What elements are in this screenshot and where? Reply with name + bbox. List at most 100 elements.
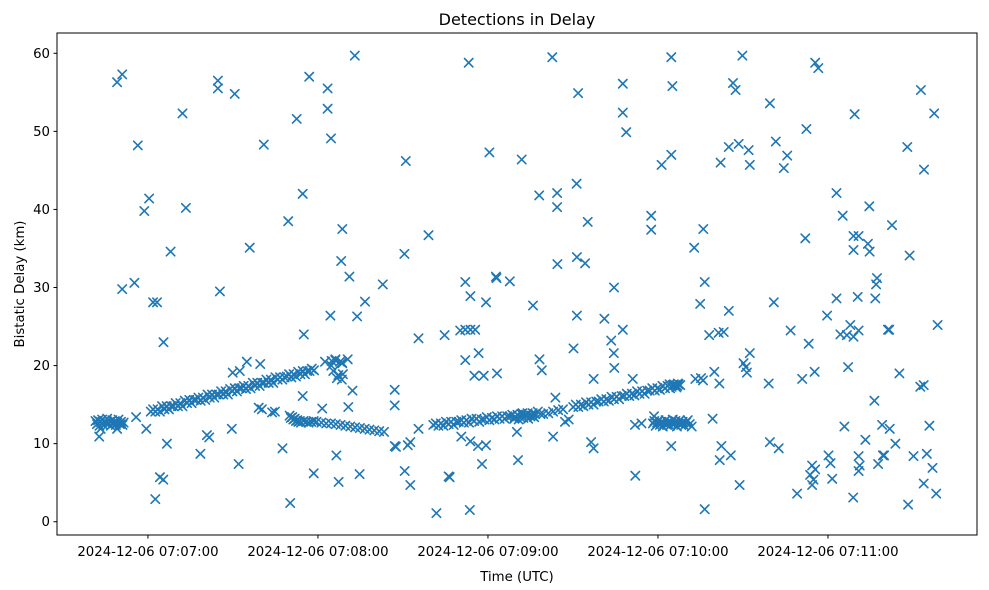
- y-tick-label: 50: [33, 125, 50, 140]
- data-point-marker: [768, 297, 779, 308]
- data-point-marker: [241, 356, 252, 367]
- data-point-marker: [918, 380, 929, 391]
- data-point-marker: [921, 448, 932, 459]
- data-point-marker: [344, 271, 355, 282]
- data-point-marker: [326, 133, 336, 144]
- data-point-marker: [571, 252, 582, 263]
- data-point-marker: [744, 348, 755, 359]
- data-point-marker: [132, 140, 143, 151]
- data-point-marker: [609, 362, 620, 373]
- y-tick-label: 10: [33, 437, 50, 452]
- data-point-marker: [884, 324, 895, 335]
- data-point-marker: [853, 466, 864, 476]
- plot-area-border: [56, 32, 978, 536]
- data-point-marker: [877, 419, 888, 430]
- data-point-marker: [255, 359, 266, 369]
- data-point-marker: [698, 224, 709, 234]
- data-point-marker: [229, 88, 240, 99]
- data-point-marker: [285, 498, 296, 508]
- data-point-marker: [291, 113, 302, 124]
- data-point-marker: [734, 480, 745, 490]
- data-point-marker: [803, 338, 814, 349]
- data-point-marker: [617, 107, 628, 118]
- data-point-marker: [839, 421, 850, 432]
- data-point-marker: [606, 335, 617, 346]
- data-point-marker: [709, 366, 720, 377]
- data-point-marker: [469, 370, 480, 381]
- data-point-marker: [473, 348, 484, 359]
- x-axis-label: Time (UTC): [479, 570, 554, 585]
- data-point-marker: [664, 379, 675, 390]
- data-point-marker: [586, 437, 597, 448]
- data-point-marker: [177, 108, 188, 119]
- data-point-marker: [513, 455, 523, 466]
- data-point-marker: [741, 367, 752, 378]
- data-point-marker: [848, 492, 859, 503]
- data-point-marker: [534, 190, 545, 201]
- data-point-marker: [716, 441, 727, 451]
- data-point-marker: [233, 459, 244, 469]
- data-point-marker: [477, 459, 487, 469]
- y-tick-label: 30: [33, 281, 50, 296]
- data-point-marker: [849, 109, 860, 120]
- data-point-marker: [297, 391, 308, 401]
- data-point-marker: [201, 430, 212, 441]
- data-point-marker: [931, 488, 942, 499]
- data-point-marker: [588, 443, 599, 454]
- data-point-marker: [924, 420, 935, 431]
- data-point-marker: [336, 256, 347, 266]
- data-point-marker: [689, 242, 700, 253]
- data-point-marker: [165, 246, 176, 257]
- data-point-marker: [148, 297, 159, 308]
- data-point-marker: [94, 431, 105, 442]
- data-point-marker: [226, 423, 237, 434]
- data-point-marker: [723, 142, 734, 152]
- data-point-marker: [212, 83, 223, 94]
- data-point-marker: [322, 83, 333, 94]
- data-point-marker: [809, 366, 820, 377]
- data-point-marker: [464, 505, 475, 515]
- y-tick-label: 0: [42, 515, 50, 530]
- data-point-marker: [764, 437, 775, 448]
- data-point-marker: [666, 149, 677, 160]
- data-point-marker: [848, 245, 859, 255]
- data-point-marker: [932, 320, 943, 330]
- data-point-marker: [743, 145, 754, 156]
- data-point-marker: [399, 248, 410, 259]
- data-point-marker: [304, 71, 315, 82]
- data-point-marker: [377, 279, 388, 290]
- y-tick-label: 20: [33, 359, 50, 374]
- x-tick-label: 2024-12-06 07:08:00: [247, 545, 388, 560]
- data-point-marker: [317, 403, 328, 414]
- data-point-marker: [478, 370, 489, 381]
- data-point-marker: [728, 78, 738, 88]
- x-tick-label: 2024-12-06 07:11:00: [757, 545, 898, 560]
- data-point-marker: [309, 365, 319, 376]
- data-point-marker: [521, 409, 532, 420]
- data-point-marker: [337, 369, 348, 380]
- data-point-marker: [627, 373, 638, 384]
- data-point-marker: [322, 103, 333, 114]
- data-point-marker: [379, 426, 389, 437]
- y-tick-label: 40: [33, 203, 50, 218]
- data-point-marker: [150, 494, 161, 505]
- data-point-marker: [297, 188, 308, 199]
- data-point-marker: [883, 324, 893, 335]
- data-points: [90, 50, 943, 519]
- data-point-marker: [656, 159, 667, 170]
- data-point-marker: [808, 474, 819, 485]
- data-point-marker: [245, 383, 256, 394]
- data-point-marker: [547, 52, 558, 63]
- data-point-marker: [484, 147, 495, 158]
- data-point-marker: [139, 206, 150, 216]
- data-point-marker: [744, 159, 755, 170]
- data-point-marker: [630, 470, 641, 481]
- data-point-marker: [843, 362, 854, 373]
- data-point-marker: [782, 150, 793, 161]
- data-point-marker: [399, 466, 410, 476]
- data-point-marker: [649, 411, 659, 422]
- data-point-marker: [801, 124, 812, 134]
- data-point-marker: [444, 472, 455, 483]
